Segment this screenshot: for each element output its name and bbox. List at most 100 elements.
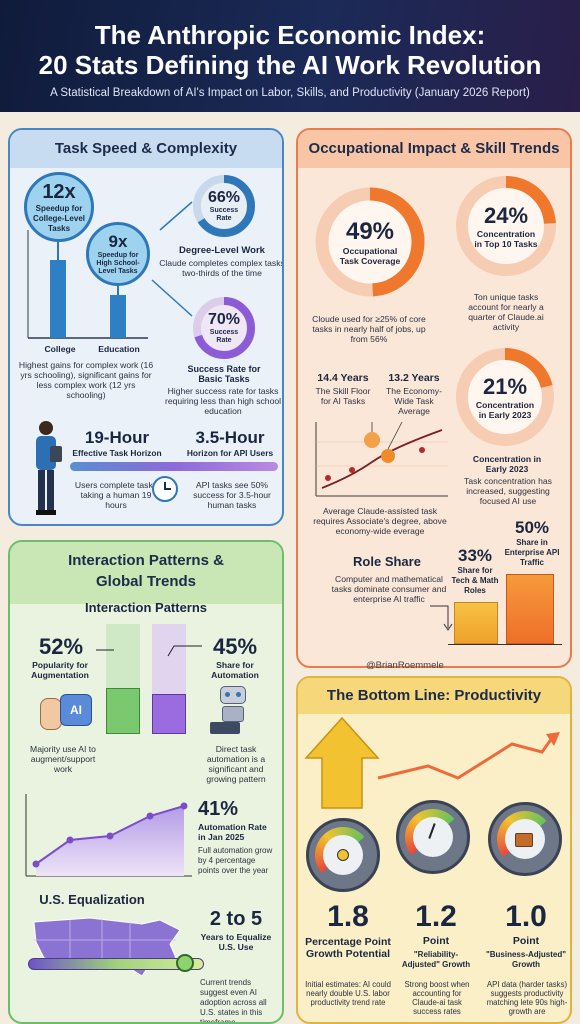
horizon-track [70, 462, 278, 471]
coverage-value: 49% [345, 218, 395, 245]
enterprise-share-bar [506, 574, 554, 644]
report-header: The Anthropic Economic Index: 20 Stats D… [0, 0, 580, 112]
college-speed-bubble: 12x Speedup for College-Level Tasks [24, 172, 94, 242]
college-speed-label: Speedup for College-Level Tasks [32, 203, 85, 233]
economy-avg-value: 13.2 Years [388, 372, 440, 384]
interaction-title-line-1: Interaction Patterns & [68, 552, 224, 569]
basic-title: Success Rate for Basic Tasks [187, 364, 261, 384]
automation-bar [152, 694, 186, 734]
coverage-label: Occupational Task Coverage [339, 246, 401, 266]
task-speed-title: Task Speed & Complexity [10, 130, 282, 168]
hs-speed-value: 9x [108, 232, 128, 251]
top10-label: Concentration in Top 10 Tasks [474, 229, 538, 249]
equalization-note: Current trends suggest even AI adoption … [200, 978, 267, 1024]
basic-note: Higher success rate for tasks requiring … [164, 386, 282, 416]
college-speed-value: 12x [42, 180, 76, 203]
degree-ring-label: Success Rate [209, 207, 239, 222]
augmentation-value: 52% [38, 634, 84, 659]
early-2023-label: Concentration in Early 2023 [475, 400, 535, 420]
role-share-arrow [430, 605, 453, 631]
growth-3-sub: "Business-Adjusted" Growth [485, 950, 567, 969]
growth-2-label: Point [422, 935, 450, 947]
author-watermark: @BrianRoemmele [366, 660, 444, 671]
growth-1-label: Percentage Point Growth Potential [305, 936, 391, 960]
interaction-leaders [96, 645, 202, 657]
horizon-note: Users complete tasks taking a human 19 h… [74, 480, 158, 510]
augmentation-label: Popularity for Augmentation [31, 660, 89, 680]
automation-rate-value: 41% [198, 798, 239, 820]
equalization-track [28, 958, 204, 970]
gauge-3 [488, 802, 562, 876]
growth-2-value: 1.2 [415, 900, 457, 933]
coverage-ring-text: 49% Occupational Task Coverage [314, 186, 426, 298]
equalization-label: Years to Equalize U.S. Use [200, 932, 272, 952]
api-horizon-note: API tasks see 50% success for 3.5-hour h… [193, 480, 271, 510]
growth-3-note: API data (harder tasks) suggests product… [486, 980, 568, 1016]
degree-ring-text: 66% Success Rate [192, 174, 256, 238]
equalization-value: 2 to 5 [209, 908, 263, 930]
skill-years-note: Average Claude-assisted task requires As… [313, 506, 447, 536]
augmentation-bar [106, 688, 140, 734]
education-bar [110, 295, 126, 338]
top10-value: 24% [483, 203, 529, 228]
tech-share-label: Share for Tech & Math Roles [451, 566, 499, 595]
equalization-title: U.S. Equalization [39, 892, 145, 907]
top10-note: Ton unique tasks account for nearly a qu… [468, 292, 544, 332]
role-share-axis [448, 644, 562, 645]
role-share-note: Computer and mathematical tasks dominate… [331, 574, 447, 604]
degree-title: Degree-Level Work [179, 245, 265, 256]
early-2023-sub: Concentration in Early 2023 [472, 454, 542, 474]
basic-success-ring [193, 297, 255, 359]
automation-label: Share for Automation [211, 660, 259, 680]
horizon-value: 19-Hour [84, 428, 150, 447]
ai-badge: AI [60, 694, 92, 726]
interaction-title-block: Interaction Patterns & Global Trends [10, 542, 282, 604]
horizon-label: Effective Task Horizon [72, 448, 162, 458]
hs-speed-bubble: 9x Speedup for High School-Level Tasks [86, 222, 150, 286]
clock-icon [152, 476, 178, 502]
automation-rate-label: Automation Rate in Jan 2025 [198, 822, 267, 842]
interaction-panel: Interaction Patterns & Global Trends Int… [8, 540, 284, 1024]
basic-ring-text: 70% Success Rate [192, 296, 256, 360]
economy-avg-label: The Economy-Wide Task Average [386, 386, 442, 416]
robot-icon [210, 686, 256, 736]
skill-floor-value: 14.4 Years [317, 372, 369, 384]
productivity-panel: The Bottom Line: Productivity 1.8 Percen… [296, 676, 572, 1024]
tech-share-bar [454, 602, 498, 644]
tech-share-value: 33% [457, 546, 493, 565]
equalization-knob [176, 954, 194, 972]
growth-3-value: 1.0 [505, 900, 547, 933]
gains-note: Highest gains for complex work (16 yrs s… [18, 360, 154, 400]
role-share-title: Role Share [353, 554, 421, 569]
automation-note: Direct task automation is a significant … [206, 744, 266, 784]
coverage-ring [315, 187, 425, 297]
automation-rate-note: Full automation grow by 4 percentage poi… [198, 846, 273, 875]
college-bar [50, 260, 66, 338]
growth-2-sub: "Reliability-Adjusted" Growth [401, 950, 471, 969]
growth-3-label: Point [512, 935, 540, 947]
college-bar-label: College [44, 344, 76, 354]
skill-floor-label: The Skill Floor for AI Tasks [315, 386, 371, 406]
person-icon [28, 420, 64, 516]
growth-1-value: 1.8 [327, 900, 369, 933]
basic-success-value: 70% [207, 311, 241, 328]
gauge-2 [396, 800, 470, 874]
task-speed-panel: Task Speed & Complexity 12x Speedup for … [8, 128, 284, 526]
early-2023-value: 21% [482, 374, 528, 399]
degree-success-value: 66% [207, 189, 241, 206]
early-ring-text: 21% Concentration in Early 2023 [454, 346, 556, 448]
interaction-title-line-2: Global Trends [95, 573, 197, 590]
productivity-title: The Bottom Line: Productivity [298, 678, 570, 714]
enterprise-share-value: 50% [514, 518, 550, 537]
education-bar-label: Education [98, 344, 140, 354]
top10-ring [456, 176, 556, 276]
hand-ai-icon: AI [40, 690, 96, 736]
hs-speed-label: Speedup for High School-Level Tasks [96, 252, 140, 275]
skill-years-chart [315, 421, 448, 497]
title-line-1: The Anthropic Economic Index: [94, 20, 486, 50]
basic-ring-label: Success Rate [209, 329, 239, 344]
growth-1-note: Initial estimates: AI could nearly doubl… [305, 980, 391, 1007]
gauge-1 [306, 818, 380, 892]
api-horizon-value: 3.5-Hour [195, 428, 265, 447]
automation-value: 45% [212, 634, 258, 659]
